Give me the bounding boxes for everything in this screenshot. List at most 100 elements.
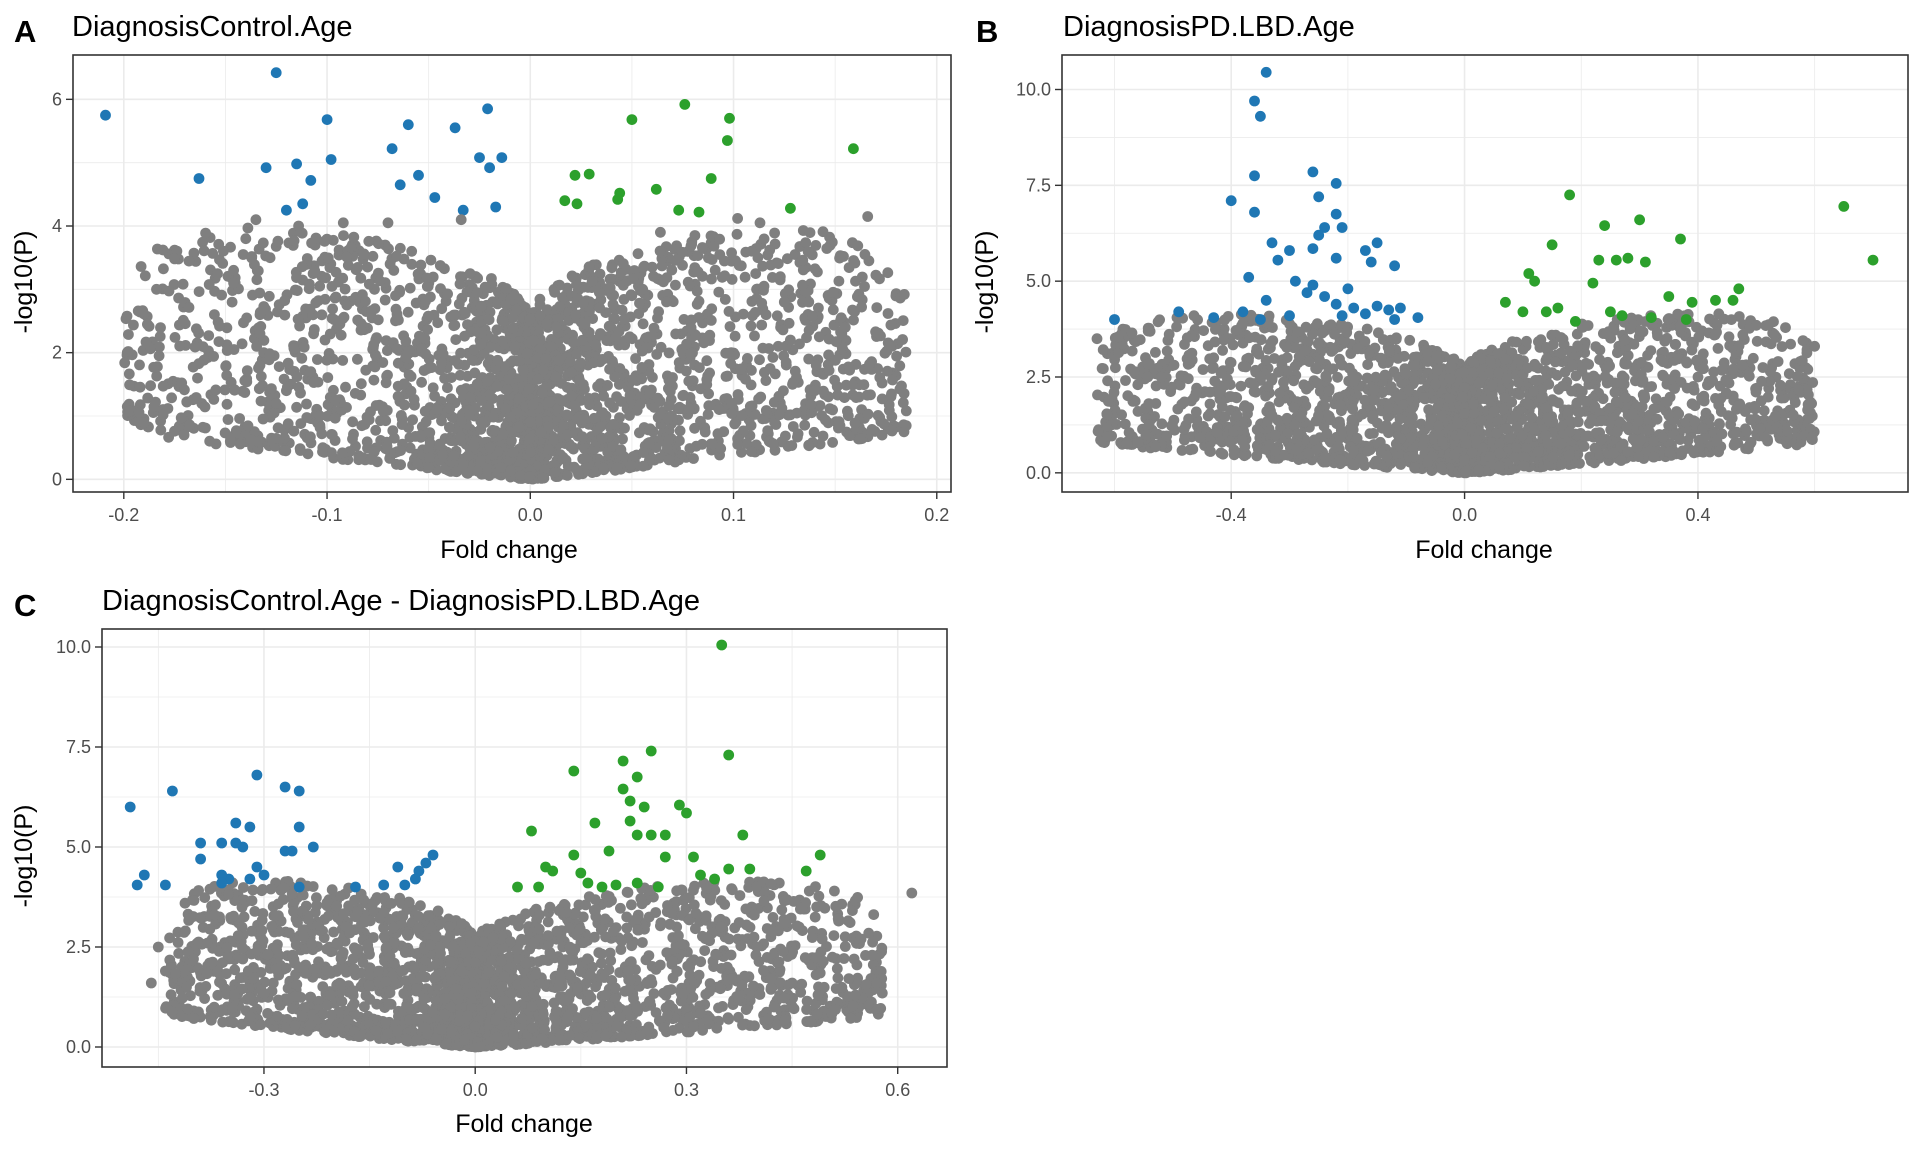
data-point-ns	[827, 286, 839, 298]
data-point-ns	[1123, 427, 1135, 438]
data-point-ns	[772, 258, 784, 269]
data-point-ns	[381, 440, 393, 452]
data-point-ns	[523, 383, 535, 395]
data-point-ns	[817, 430, 829, 442]
data-point-ns	[674, 425, 686, 437]
data-point-ns	[1341, 327, 1353, 338]
data-point-ns	[569, 400, 581, 412]
data-point-ns	[1321, 428, 1333, 439]
data-point-ns	[374, 275, 386, 287]
data-point-ns	[1578, 441, 1590, 452]
data-point-ns	[810, 359, 822, 371]
data-point-down	[484, 162, 495, 174]
data-point-not_significant	[254, 328, 266, 340]
data-point-ns	[403, 369, 415, 380]
data-point-ns	[174, 340, 186, 352]
data-point-ns	[1197, 364, 1209, 375]
data-point-ns	[1361, 323, 1373, 335]
data-point-ns	[794, 338, 805, 350]
data-point-ns	[644, 437, 655, 448]
data-point-ns	[407, 414, 418, 426]
data-point-ns	[162, 403, 174, 414]
data-point-ns	[370, 400, 382, 411]
data-point-ns	[1564, 426, 1576, 438]
data-point-ns	[692, 266, 704, 278]
data-point-ns	[786, 440, 798, 451]
data-point-ns	[1521, 442, 1532, 454]
data-point-ns	[900, 346, 912, 358]
data-point-ns	[553, 355, 565, 367]
data-point-ns	[677, 347, 689, 359]
data-point-ns	[500, 283, 512, 294]
data-point-ns	[663, 434, 674, 446]
data-point-ns	[577, 297, 589, 309]
data-point-ns	[525, 447, 536, 458]
data-point-ns	[288, 425, 300, 437]
data-point-ns	[1300, 321, 1312, 333]
data-point-ns	[468, 344, 480, 356]
data-point-ns	[368, 374, 380, 386]
data-point-ns	[1191, 414, 1203, 425]
data-point-down	[305, 175, 317, 186]
data-point-ns	[504, 411, 516, 423]
data-point-not_significant	[758, 280, 770, 292]
data-point-ns	[1719, 363, 1731, 374]
data-point-ns	[312, 354, 323, 365]
data-point-ns	[706, 254, 718, 265]
data-point-ns	[705, 315, 717, 326]
data-point-ns	[347, 433, 358, 445]
data-point-ns	[327, 303, 338, 315]
data-point-ns	[738, 425, 749, 437]
data-point-ns	[1108, 387, 1120, 398]
data-point-ns	[674, 435, 685, 447]
data-point-ns	[1168, 359, 1180, 371]
data-point-ns	[1183, 413, 1194, 425]
data-point-ns	[434, 260, 446, 271]
data-point-ns	[809, 263, 821, 275]
data-point-not_significant	[169, 253, 181, 265]
data-point-ns	[900, 405, 912, 417]
data-point-ns	[634, 297, 645, 309]
data-point-down	[321, 114, 333, 125]
data-point-ns	[1419, 433, 1430, 445]
data-point-ns	[1604, 360, 1615, 372]
data-point-ns	[573, 468, 584, 480]
y-axis-label: -log10(P)	[10, 231, 38, 334]
data-point-ns	[483, 314, 495, 326]
data-point-ns	[239, 387, 251, 398]
data-point-ns	[1708, 366, 1720, 378]
data-point-ns	[467, 354, 478, 366]
data-point-ns	[241, 365, 253, 376]
data-point-ns	[314, 280, 326, 292]
data-point-ns	[1547, 339, 1559, 350]
data-point-ns	[1289, 419, 1301, 431]
x-tick-label: 0.0	[518, 505, 543, 525]
data-point-ns	[1152, 316, 1164, 328]
data-point-ns	[613, 326, 625, 337]
y-tick-label: 0	[52, 469, 62, 489]
data-point-ns	[1405, 431, 1417, 443]
data-point-ns	[402, 306, 414, 318]
data-point-ns	[885, 319, 897, 331]
data-point-ns	[187, 394, 199, 406]
data-point-ns	[420, 348, 431, 360]
data-point-ns	[155, 322, 166, 333]
data-point-ns	[1161, 345, 1173, 357]
data-point-ns	[1381, 450, 1392, 462]
data-point-ns	[750, 268, 762, 279]
data-point-ns	[1599, 371, 1611, 382]
data-point-ns	[319, 235, 330, 247]
data-point-ns	[756, 319, 768, 331]
data-point-ns	[410, 297, 422, 309]
data-point-ns	[829, 374, 840, 386]
data-point-ns	[454, 278, 466, 290]
data-point-ns	[476, 327, 488, 338]
data-point-down	[402, 119, 414, 131]
data-point-ns	[722, 348, 734, 359]
data-point-ns	[607, 419, 619, 430]
data-point-ns	[1758, 405, 1770, 417]
data-point-ns	[769, 227, 780, 239]
data-point-ns	[663, 347, 675, 359]
data-point-ns	[1097, 344, 1109, 356]
data-point-ns	[314, 410, 326, 422]
